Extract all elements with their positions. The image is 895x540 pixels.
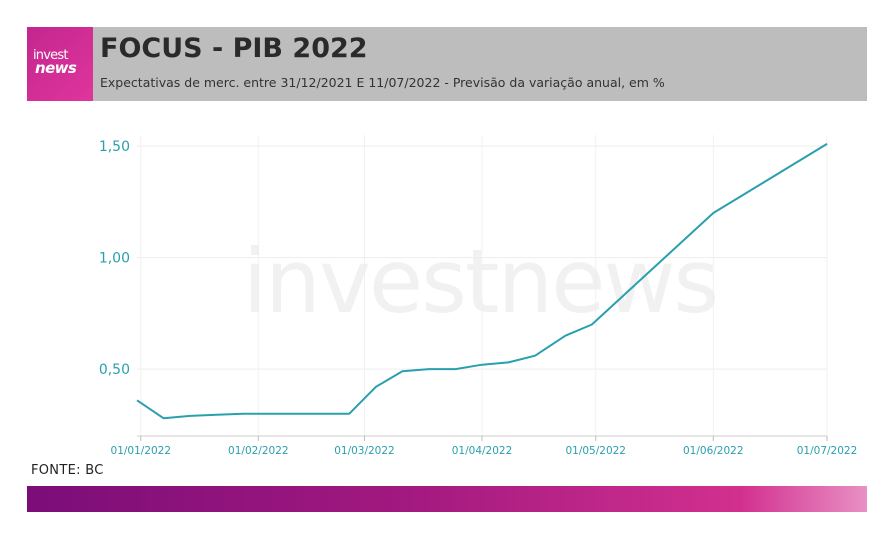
- x-tick-label: 01/03/2022: [334, 445, 395, 457]
- chart-subtitle: Expectativas de merc. entre 31/12/2021 E…: [100, 75, 665, 90]
- watermark-text: investnews: [243, 230, 718, 333]
- chart-title: FOCUS - PIB 2022: [100, 33, 368, 64]
- x-tick-label: 01/01/2022: [111, 445, 172, 457]
- brand-footer-bar: [27, 486, 867, 512]
- x-tick-label: 01/05/2022: [565, 445, 626, 457]
- y-tick-label: 0,50: [99, 362, 130, 378]
- logo-text-bottom: news: [35, 59, 77, 77]
- pib-forecast-line: [136, 143, 828, 420]
- y-axis: 0,50 1,00 1,50: [99, 139, 130, 378]
- y-tick-label: 1,00: [99, 251, 130, 267]
- chart-header: invest news FOCUS - PIB 2022 Expectativa…: [27, 27, 867, 101]
- investnews-logo: invest news: [27, 27, 93, 101]
- chart-grid: [137, 135, 828, 436]
- x-tick-label: 01/07/2022: [797, 445, 858, 457]
- x-axis: 01/01/2022 01/02/2022 01/03/2022 01/04/2022…: [111, 435, 858, 457]
- x-tick-label: 01/04/2022: [452, 445, 513, 457]
- y-tick-label: 1,50: [99, 139, 130, 155]
- x-tick-label: 01/06/2022: [683, 445, 744, 457]
- logo-text-top: invest: [33, 48, 68, 63]
- source-note: FONTE: BC: [31, 463, 104, 478]
- x-tick-label: 01/02/2022: [228, 445, 289, 457]
